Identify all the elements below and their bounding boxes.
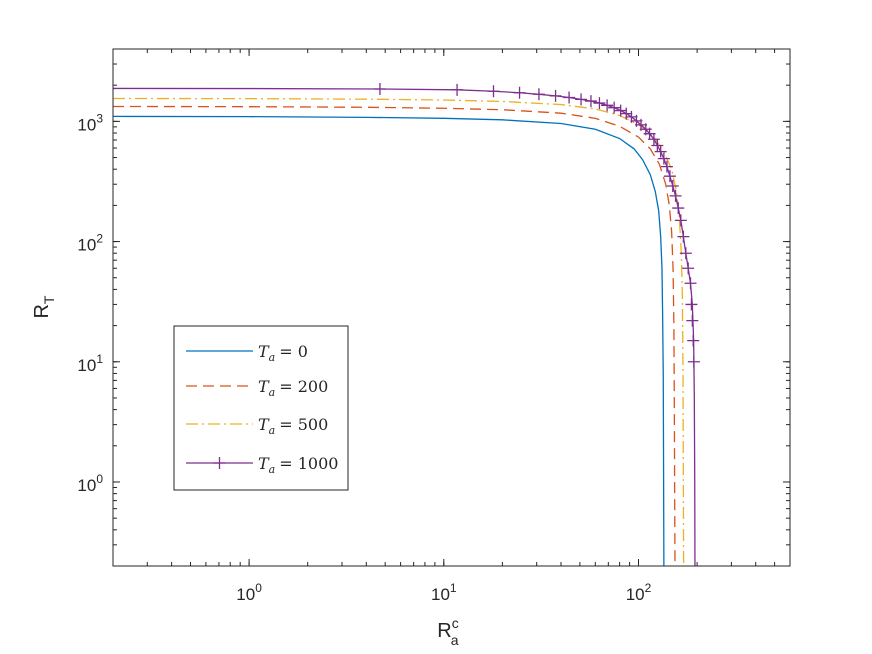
series-marker-3 — [687, 355, 700, 368]
legend-marker-3 — [213, 457, 226, 469]
series-line-0 — [113, 115, 665, 566]
legend-sub: a — [269, 386, 276, 399]
y-tick-label-base: 10 — [77, 356, 96, 375]
series-marker-3 — [677, 230, 690, 243]
y-tick-label: 103 — [77, 111, 103, 134]
series-marker-3 — [593, 97, 606, 110]
series-marker-3 — [686, 314, 699, 327]
x-axis-label-main: R — [437, 620, 451, 642]
x-tick-label-exp: 2 — [645, 581, 652, 595]
x-tick-label: 101 — [431, 581, 457, 604]
y-tick-label-exp: 1 — [96, 352, 103, 366]
x-tick-label-base: 10 — [236, 585, 255, 604]
legend-sub: a — [269, 463, 276, 476]
series-marker-3 — [682, 262, 695, 275]
legend-sub: a — [269, 351, 276, 364]
y-tick-label-exp: 3 — [96, 111, 103, 125]
series-marker-3 — [663, 170, 676, 183]
series-marker-3 — [608, 101, 621, 114]
legend-var: T — [258, 342, 270, 361]
series-marker-3 — [513, 86, 526, 99]
series-marker-3 — [487, 85, 500, 98]
series-marker-3 — [657, 152, 670, 165]
series-layer — [113, 82, 700, 566]
legend-label-1: Ta = 200 — [258, 377, 328, 399]
plot-frame — [112, 48, 791, 567]
x-axis-label: Rc a — [437, 615, 458, 648]
series-marker-3 — [549, 89, 562, 102]
legend-var: T — [258, 454, 270, 473]
legend-value: = 500 — [279, 415, 328, 434]
y-tick-label: 100 — [77, 472, 103, 495]
series-marker-3 — [614, 104, 627, 117]
series-marker-3 — [647, 133, 660, 146]
y-axis-label-main: R — [31, 304, 53, 318]
y-tick-label: 102 — [77, 232, 103, 255]
x-tick-label-exp: 1 — [450, 581, 457, 595]
legend-value: = 200 — [279, 377, 328, 396]
legend-label-3: Ta = 1000 — [258, 454, 338, 476]
x-tick-label-base: 10 — [626, 585, 645, 604]
series-line-3 — [113, 87, 696, 566]
x-axis-label-sup: c — [452, 615, 459, 631]
x-tick-label: 100 — [236, 581, 262, 604]
y-axis-label-sub: T — [41, 295, 57, 304]
legend-label-0: Ta = 0 — [258, 342, 308, 364]
series-marker-3 — [601, 99, 614, 112]
x-axis-label-sub: a — [451, 632, 459, 648]
series-marker-3 — [451, 83, 464, 96]
series-marker-3 — [660, 160, 673, 173]
series-marker-3 — [685, 298, 698, 311]
minor-ticks — [112, 48, 791, 567]
x-tick-label: 102 — [626, 581, 652, 604]
legend-var: T — [258, 415, 270, 434]
series-line-2 — [113, 97, 685, 566]
series-line-1 — [113, 105, 676, 566]
legend-value: = 1000 — [279, 454, 338, 473]
series-marker-3 — [669, 189, 682, 202]
x-tick-label-base: 10 — [431, 585, 450, 604]
legend-value: = 0 — [279, 342, 308, 361]
legend-var: T — [258, 377, 270, 396]
series-marker-3 — [654, 145, 667, 158]
y-tick-label-base: 10 — [77, 115, 96, 134]
x-tick-label-exp: 0 — [255, 581, 262, 595]
y-tick-label-base: 10 — [77, 476, 96, 495]
series-marker-3 — [584, 95, 597, 108]
y-tick-label: 101 — [77, 352, 103, 375]
series-marker-3 — [373, 82, 386, 95]
y-tick-label-exp: 0 — [96, 472, 103, 486]
y-axis-label: RT — [31, 295, 57, 318]
major-ticks — [113, 49, 790, 566]
y-tick-label-base: 10 — [77, 236, 96, 255]
series-marker-3 — [666, 179, 679, 192]
series-marker-3 — [674, 214, 687, 227]
series-marker-3 — [620, 107, 633, 120]
series-marker-3 — [575, 93, 588, 106]
y-tick-label-exp: 2 — [96, 232, 103, 246]
series-marker-3 — [532, 88, 545, 101]
series-marker-3 — [687, 334, 700, 347]
series-marker-3 — [684, 277, 697, 290]
legend-label-2: Ta = 500 — [258, 415, 328, 437]
series-marker-3 — [679, 247, 692, 260]
series-marker-3 — [672, 202, 685, 215]
series-marker-3 — [563, 91, 576, 104]
series-marker-3 — [651, 139, 664, 152]
legend-sub: a — [269, 424, 276, 437]
